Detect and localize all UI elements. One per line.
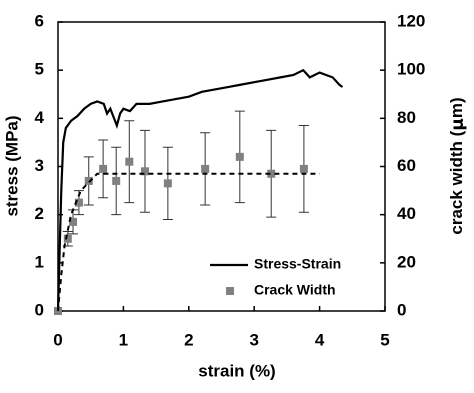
label-part: μ — [448, 118, 468, 131]
marker — [299, 164, 308, 173]
x-tick-label: 1 — [119, 330, 128, 349]
y-tick-label: 4 — [35, 108, 45, 127]
marker — [69, 217, 78, 226]
line — [56, 68, 344, 312]
x-tick-label: 3 — [249, 330, 258, 349]
y2-tick-label: 20 — [397, 252, 416, 271]
marker — [163, 179, 172, 188]
y-tick-label: 1 — [35, 252, 44, 271]
y-tick-label: 0 — [35, 300, 44, 319]
y-tick-label: 2 — [35, 204, 44, 223]
y-axis-label: stress (MPa) — [2, 115, 21, 216]
x-tick-label: 4 — [315, 330, 325, 349]
marker — [267, 169, 276, 178]
x-tick-label: 5 — [380, 330, 389, 349]
marker — [201, 164, 210, 173]
x-tick-label: 2 — [184, 330, 193, 349]
legend-swatch — [226, 287, 234, 295]
x-tick-label: 0 — [53, 330, 62, 349]
label-part: m) — [447, 97, 466, 118]
marker — [112, 176, 121, 185]
y2-tick-label: 120 — [397, 11, 425, 30]
x-axis-label: strain (%) — [198, 361, 275, 380]
marker — [63, 234, 72, 243]
label-part: crack width ( — [447, 130, 466, 234]
y2-axis-label: crack width (μm) — [447, 97, 468, 234]
trend-line — [57, 172, 320, 312]
y2-tick-label: 60 — [397, 156, 416, 175]
marker — [235, 152, 244, 161]
legend-label: Crack Width — [254, 282, 336, 298]
marker — [140, 167, 149, 176]
marker — [84, 176, 93, 185]
marker — [99, 164, 108, 173]
y-tick-label: 5 — [35, 60, 44, 79]
y-tick-label: 3 — [35, 156, 44, 175]
y2-tick-label: 80 — [397, 108, 416, 127]
y-tick-label: 6 — [35, 11, 44, 30]
y2-tick-label: 0 — [397, 300, 406, 319]
legend-label: Stress-Strain — [254, 256, 341, 272]
y2-tick-label: 100 — [397, 60, 425, 79]
marker — [125, 157, 134, 166]
y2-tick-label: 40 — [397, 204, 416, 223]
marker — [74, 198, 83, 207]
